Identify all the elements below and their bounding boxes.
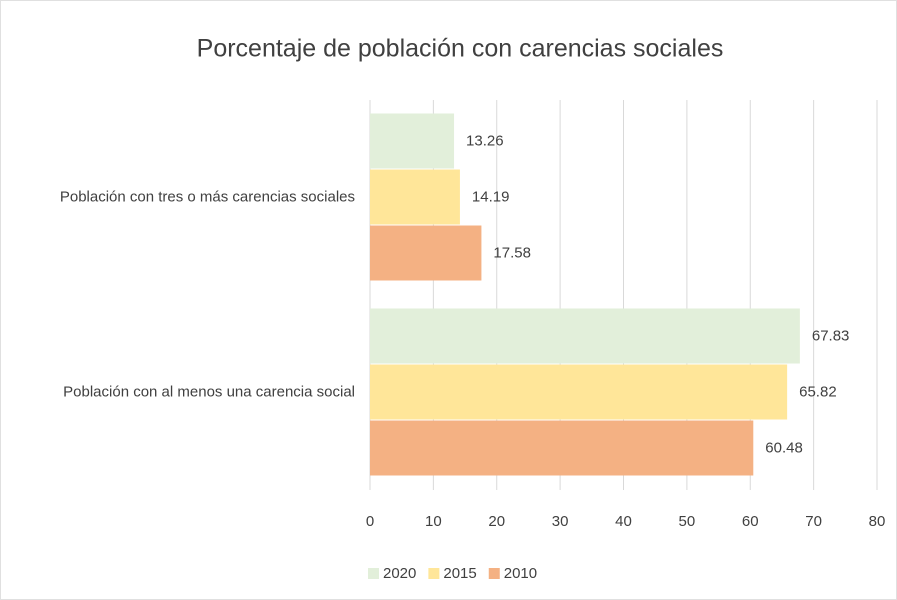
chart-title: Porcentaje de población con carencias so… xyxy=(197,35,724,63)
x-tick-label: 60 xyxy=(742,513,759,530)
x-tick-label: 70 xyxy=(805,513,822,530)
bar xyxy=(370,308,800,364)
x-tick-label: 50 xyxy=(679,513,696,530)
data-label: 14.19 xyxy=(472,188,510,205)
data-label: 17.58 xyxy=(493,244,531,261)
legend-swatch xyxy=(488,568,500,579)
legend-label: 2010 xyxy=(504,565,537,582)
legend-swatch xyxy=(368,568,379,579)
data-label: 60.48 xyxy=(765,439,803,456)
x-tick-label: 30 xyxy=(552,513,569,530)
data-label: 67.83 xyxy=(812,327,850,344)
x-tick-label: 20 xyxy=(488,513,505,530)
y-tick-label: Población con tres o más carencias socia… xyxy=(60,188,355,205)
x-tick-label: 0 xyxy=(366,513,374,530)
legend-label: 2020 xyxy=(383,565,416,582)
bar xyxy=(370,420,754,476)
legend-swatch xyxy=(428,568,440,579)
bar xyxy=(370,364,788,420)
x-tick-label: 40 xyxy=(615,513,632,530)
data-label: 13.26 xyxy=(466,132,504,149)
bar xyxy=(370,113,455,169)
x-tick-label: 80 xyxy=(869,513,886,530)
bar xyxy=(370,225,482,281)
x-tick-label: 10 xyxy=(425,513,442,530)
data-label: 65.82 xyxy=(799,383,837,400)
y-tick-label: Población con al menos una carencia soci… xyxy=(63,383,355,400)
legend-label: 2015 xyxy=(443,565,476,582)
bar xyxy=(370,169,460,225)
